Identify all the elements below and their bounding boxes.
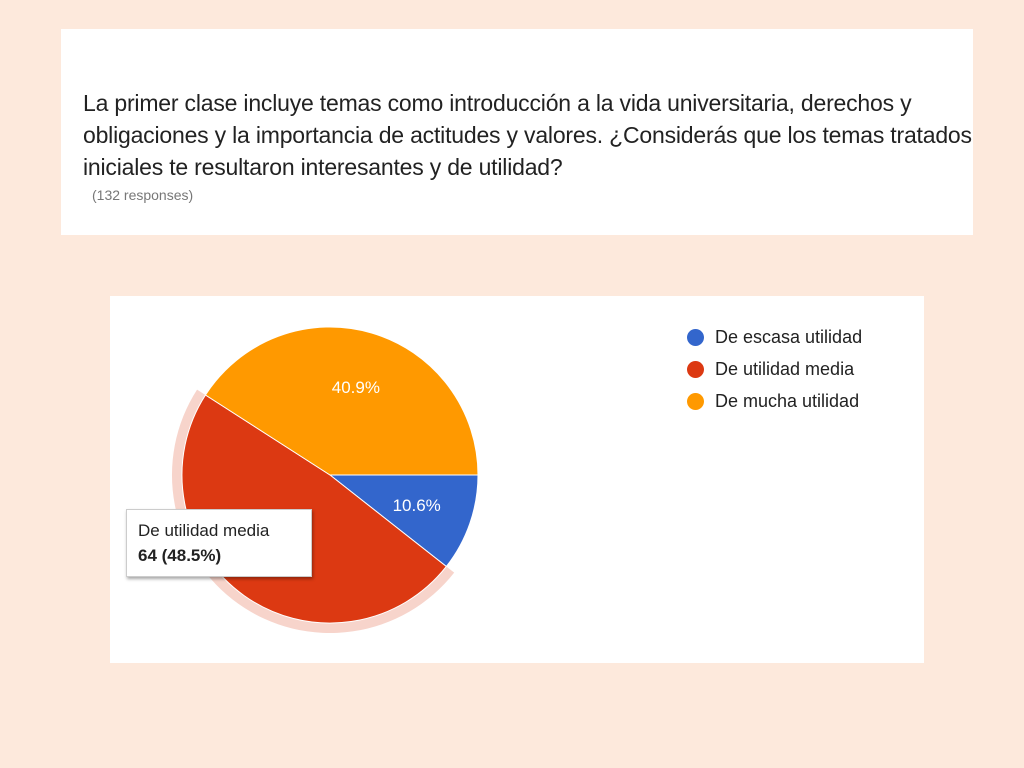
question-card: La primer clase incluye temas como intro… (61, 29, 973, 235)
legend-item-de-mucha-utilidad[interactable]: De mucha utilidad (687, 385, 862, 417)
question-text: La primer clase incluye temas como intro… (83, 90, 972, 180)
pie-slice-de-mucha-utilidad[interactable] (204, 326, 479, 476)
legend-item-de-utilidad-media[interactable]: De utilidad media (687, 353, 862, 385)
chart-tooltip: De utilidad media 64 (48.5%) (126, 509, 312, 577)
chart-legend: De escasa utilidad De utilidad media De mu… (687, 321, 862, 417)
legend-label: De mucha utilidad (715, 390, 860, 411)
pie-slice-de-escasa-utilidad[interactable] (328, 474, 479, 568)
legend-swatch (687, 392, 704, 410)
legend-label: De utilidad media (715, 358, 855, 379)
slice-label-de-mucha-utilidad: 40.9% (332, 378, 380, 397)
legend-item-de-escasa-utilidad[interactable]: De escasa utilidad (687, 321, 862, 353)
legend-label: De escasa utilidad (715, 326, 863, 347)
chart-card: 10.6% 40.9% De escasa utilidad De utilidad… (110, 296, 924, 663)
response-count: (132 responses) (92, 187, 194, 203)
tooltip-label: De utilidad media (138, 521, 270, 540)
legend-swatch (687, 360, 704, 378)
slice-label-de-escasa-utilidad: 10.6% (393, 496, 441, 515)
tooltip-value: 64 (48.5%) (138, 546, 222, 565)
legend-swatch (687, 328, 704, 346)
